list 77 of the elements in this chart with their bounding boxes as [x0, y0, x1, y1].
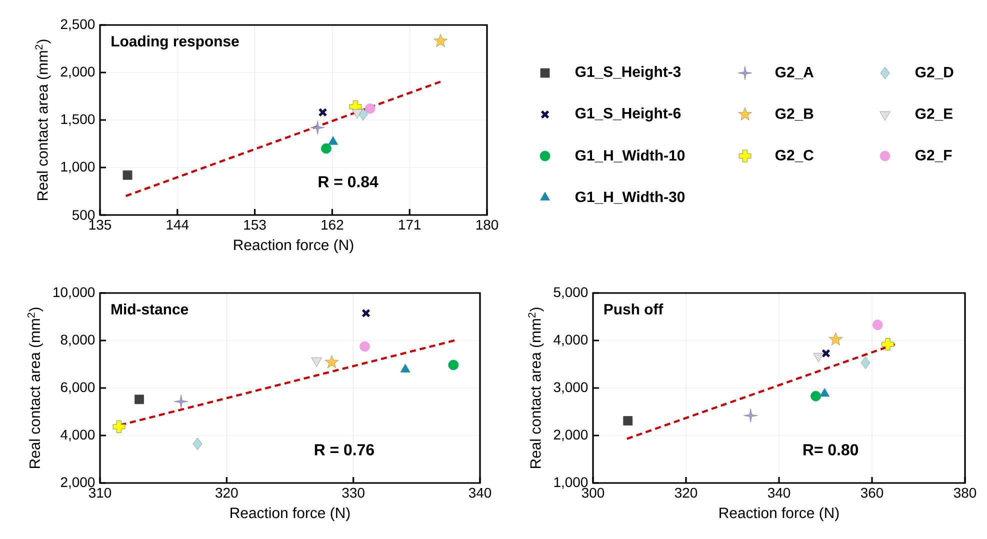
point: [743, 408, 758, 423]
point: [112, 420, 126, 433]
x-axis-title: Reaction force (N): [230, 507, 350, 522]
point: [310, 120, 325, 135]
point: [324, 355, 339, 368]
legend-label: G1_H_Width-10: [575, 150, 685, 162]
point: [320, 143, 332, 154]
point: [192, 438, 202, 450]
point: [821, 348, 830, 358]
legend-label: G1_S_Height-6: [575, 108, 681, 122]
legend-label: G2_F: [915, 150, 952, 162]
point: [820, 388, 830, 397]
x-tick-label: 320: [216, 488, 238, 498]
y-axis-title: Real contact area (mm$^{2}$): [35, 40, 51, 200]
x-tick-label: 340: [768, 488, 790, 498]
y-tick-label: 2,000: [554, 430, 588, 442]
x-tick-label: 360: [860, 488, 884, 498]
y-tick-label: 4,000: [554, 334, 588, 346]
x-tick-label: 144: [166, 220, 189, 230]
x-tick-label: 320: [674, 488, 698, 498]
x-tick-label: 180: [476, 220, 498, 230]
x-axis-title: Reaction force (N): [234, 239, 354, 254]
x-tick-label: 162: [322, 220, 344, 230]
annotation: R = 0.84: [318, 176, 378, 188]
text: Mid-stance: [112, 304, 188, 315]
point: [364, 103, 376, 114]
x-tick-label: 380: [954, 488, 976, 498]
x-tick-label: 330: [342, 488, 364, 498]
x-tick-label: 153: [244, 220, 266, 230]
point: [328, 136, 338, 145]
point: [623, 416, 633, 426]
legend-label: G1_H_Width-30: [575, 191, 685, 204]
y-tick-label: 3,000: [554, 382, 588, 394]
y-tick-label: 8,000: [60, 334, 95, 346]
point: [860, 356, 870, 369]
legend-label: G2_B: [775, 108, 814, 121]
point: [882, 338, 894, 351]
legend-label: G2_C: [775, 150, 814, 162]
x-tick-label: 135: [89, 220, 112, 230]
point: [448, 360, 459, 370]
point: [828, 332, 843, 346]
point: [134, 394, 144, 404]
legend-label: G2_D: [915, 66, 954, 80]
y-tick-label: 2,000: [60, 477, 95, 489]
y-tick-label: 5,000: [554, 287, 588, 299]
legend-label: G1_S_Height-3: [575, 66, 681, 80]
y-tick-label: 1,000: [554, 477, 588, 489]
y-tick-label: 1,000: [61, 162, 95, 174]
x-tick-label: 171: [399, 220, 421, 230]
x-axis-title: Reaction force (N): [720, 507, 839, 522]
y-tick-label: 1,500: [61, 114, 95, 126]
y-tick-label: 6,000: [60, 382, 95, 394]
y-tick-label: 2,500: [60, 19, 95, 31]
point: [810, 390, 821, 402]
point: [174, 394, 188, 409]
text: Loading response: [112, 36, 239, 50]
point: [434, 34, 448, 47]
y-tick-label: 2,000: [60, 66, 95, 78]
x-tick-label: 340: [468, 488, 492, 498]
text: Push off: [604, 304, 664, 315]
y-axis-title: Real contact area (mm$^{2}$): [528, 308, 544, 468]
y-axis-title: Real contact area (mm$^{2}$): [27, 308, 43, 468]
point: [318, 108, 328, 117]
x-tick-label: 310: [88, 488, 112, 498]
y-tick-label: 500: [72, 210, 95, 220]
annotation: R = 0.76: [314, 444, 374, 456]
point: [360, 341, 370, 352]
point: [362, 308, 370, 318]
point: [122, 170, 132, 180]
y-tick-label: 10,000: [54, 287, 95, 299]
y-tick-label: 4,000: [60, 430, 95, 442]
x-tick-label: 300: [582, 488, 604, 498]
legend-label: G2_A: [775, 66, 814, 80]
point: [872, 320, 883, 330]
point: [400, 364, 410, 372]
annotation: R= 0.80: [804, 444, 858, 456]
legend-label: G2_E: [915, 108, 952, 121]
